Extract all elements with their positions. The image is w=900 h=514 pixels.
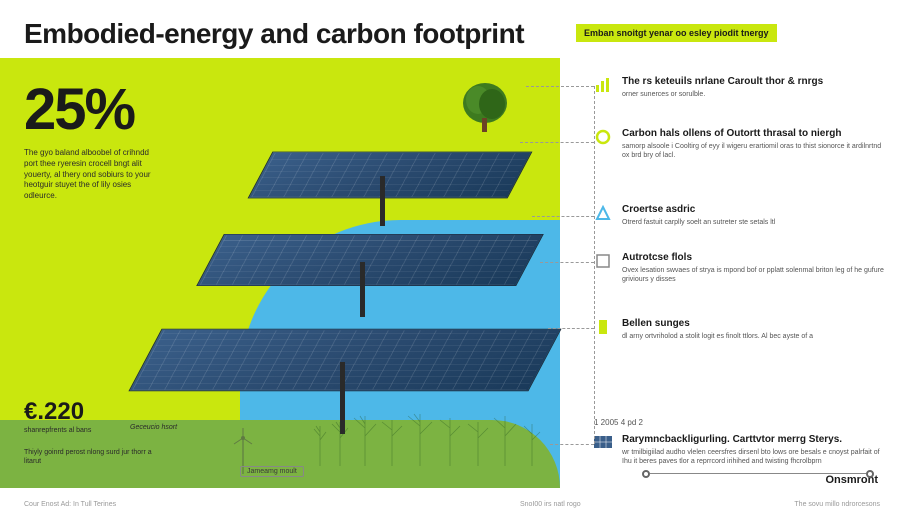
- legend-title-0: The rs keteuils nrlane Caroult thor & rn…: [622, 76, 884, 88]
- right-panel: Emban snoitgt yenar oo esley piodit tner…: [576, 0, 900, 514]
- stat-description: The gyo baland alboobel of crihndd port …: [24, 148, 164, 202]
- footer-right: The sovu millo ndrorcesons: [794, 501, 880, 508]
- legend-icon-4: [594, 318, 612, 336]
- legend-title-4: Bellen sunges: [622, 318, 884, 330]
- legend-icon-1: [594, 128, 612, 146]
- legend-icon-3: [594, 252, 612, 270]
- leader-line-0: [526, 86, 594, 87]
- leader-line-2: [532, 216, 594, 217]
- solar-panel-3: [128, 329, 561, 391]
- leader-line-3: [540, 262, 594, 263]
- legend-item-3: Autrotcse flols Ovex lesation swvaes of …: [594, 252, 884, 288]
- legend-desc-1: samorp alsoole i Cooltirg of eyy il wige…: [622, 142, 884, 160]
- tree-trunk: [482, 118, 487, 132]
- price-desc: Thiyly goinrd perost nlong surd jur thor…: [24, 448, 154, 466]
- legend-desc-3: Ovex lesation swvaes of strya is mpond b…: [622, 266, 884, 284]
- bottom-center-label: SnoI00 irs natl rogo: [520, 501, 581, 508]
- legend-title-5: Rarymncbackligurling. Carttvtor merrg St…: [622, 434, 884, 446]
- leader-line-5: [550, 444, 594, 445]
- geo-label: Geceucio hsort: [130, 424, 177, 431]
- solar-panel-2: [196, 234, 544, 286]
- legend-desc-4: dl arny ortvriholod a stolit logit es fi…: [622, 332, 884, 341]
- footer-left: Cour Enost Ad: In Tull Terines: [24, 501, 116, 508]
- leader-vertical: [594, 86, 595, 444]
- price-stat: €.220: [24, 398, 84, 426]
- legend-desc-2: Otrerd fastuit carplly soelt an sutreter…: [622, 218, 884, 227]
- tree-line-icon: [310, 396, 560, 466]
- timeline-dot-2: [866, 470, 874, 478]
- legend-item-4: Bellen sunges dl arny ortvriholod a stol…: [594, 318, 884, 345]
- legend-title-1: Carbon hals ollens of Outortt thrasal to…: [622, 128, 884, 140]
- legend-item-0: The rs keteuils nrlane Caroult thor & rn…: [594, 76, 884, 103]
- leader-line-1: [520, 142, 594, 143]
- legend-icon-0: [594, 76, 612, 94]
- price-sub: shanrepfrents al bans: [24, 426, 91, 435]
- legend-icon-5: [594, 434, 612, 452]
- panel-pole-2: [360, 262, 365, 317]
- legend-title-3: Autrotcse flols: [622, 252, 884, 264]
- jam-label: Jameamg moult: [240, 466, 304, 477]
- leader-line-4: [548, 328, 594, 329]
- big-stat: 25%: [24, 76, 134, 143]
- legend-icon-2: [594, 204, 612, 222]
- panel-pole-1: [380, 176, 385, 226]
- left-panel: Embodied-energy and carbon footprint 25%…: [0, 0, 560, 514]
- page-title: Embodied-energy and carbon footprint: [24, 18, 524, 50]
- legend-title-2: Croertse asdric: [622, 204, 884, 216]
- solar-panel-1: [248, 152, 533, 199]
- timeline-dot-1: [642, 470, 650, 478]
- timeline-line: [650, 473, 866, 474]
- legend-desc-0: orner sunerces or sorulble.: [622, 90, 884, 99]
- right-tag: Emban snoitgt yenar oo esley piodit tner…: [576, 24, 777, 42]
- legend-item-5: Rarymncbackligurling. Carttvtor merrg St…: [594, 434, 884, 470]
- legend-desc-5: wr tmilbigiilad audho vlelen ceersfres d…: [622, 448, 884, 466]
- legend-item-1: Carbon hals ollens of Outortt thrasal to…: [594, 128, 884, 164]
- year-label: 1 2005 4 pd 2: [594, 418, 643, 427]
- legend-item-2: Croertse asdric Otrerd fastuit carplly s…: [594, 204, 884, 231]
